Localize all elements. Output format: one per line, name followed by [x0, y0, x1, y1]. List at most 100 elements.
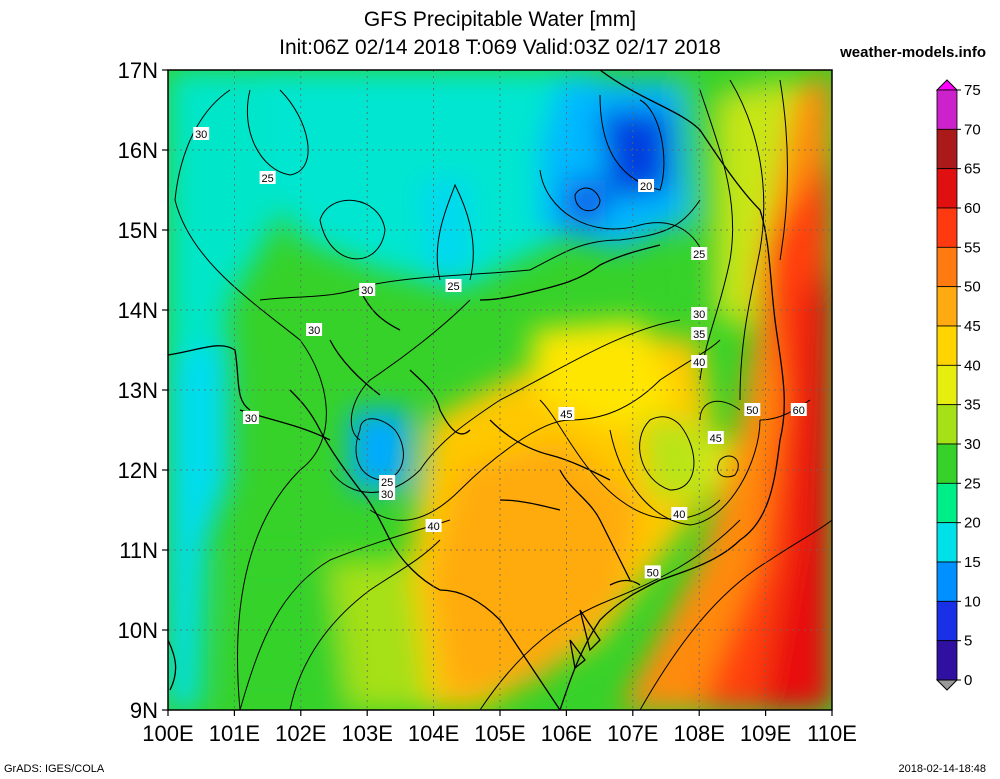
contour-label-bg	[259, 171, 276, 184]
colorbar-segment	[936, 600, 958, 642]
colorbar-segment	[936, 364, 958, 406]
lat-label: 13N	[118, 378, 158, 403]
contour-label-bg	[306, 323, 323, 336]
lon-label: 101E	[209, 721, 260, 746]
colorbar-label: 35	[964, 397, 981, 414]
colorbar-bottom-arrow	[935, 679, 959, 691]
title-line-1: GFS Precipitable Water [mm]	[363, 8, 637, 31]
colorbar-label: 50	[964, 279, 981, 296]
contour-label-bg	[425, 519, 442, 532]
colorbar-segment	[936, 640, 958, 681]
contour-label-bg	[744, 403, 761, 416]
lon-label: 106E	[541, 721, 592, 746]
lat-label: 15N	[118, 218, 158, 243]
contour-label-bg	[379, 475, 396, 488]
contour-label: 30	[693, 309, 705, 321]
contour-label-bg	[445, 279, 462, 292]
colorbar-label: 65	[964, 161, 981, 178]
lon-label: 105E	[474, 721, 525, 746]
colorbar-label: 30	[964, 436, 981, 453]
colorbar-segment	[936, 522, 958, 563]
colorbar-label: 40	[964, 357, 981, 374]
contour-label-bg	[638, 179, 655, 192]
contour-label-bg	[691, 307, 708, 320]
contour-label-bg	[790, 403, 807, 416]
contour-lines	[174, 79, 832, 710]
contour-label-bg	[691, 355, 708, 368]
colorbar-label: 75	[964, 82, 981, 99]
contour-label-bg	[243, 411, 259, 424]
colorbar-segment	[936, 286, 958, 327]
lon-label: 100E	[142, 721, 193, 746]
contour-label: 25	[693, 249, 705, 261]
colorbar-segment	[936, 561, 958, 602]
lat-label: 17N	[118, 58, 158, 83]
contour-label: 35	[693, 329, 705, 341]
lon-axis: 100E 101E 102E 103E 104E 105E 106E 107E 108E 109E…	[142, 710, 857, 746]
contour-label: 25	[261, 173, 273, 185]
colorbar-label: 25	[964, 475, 981, 492]
contour-label: 30	[361, 285, 373, 297]
contour-label: 40	[427, 521, 439, 533]
colorbar-segment	[936, 128, 958, 170]
footer-timestamp: 2018-02-14-18:48	[898, 763, 986, 775]
colorbar-segment	[936, 89, 958, 130]
lat-label: 9N	[130, 698, 158, 723]
lat-label: 14N	[118, 298, 158, 323]
colorbar-label: 60	[964, 200, 981, 217]
colorbar-segment	[936, 443, 958, 484]
contour-label-bg	[707, 431, 724, 444]
lon-label: 109E	[740, 721, 791, 746]
lon-label: 102E	[275, 721, 326, 746]
colorbar-label: 15	[964, 554, 981, 571]
site-label: weather-models.info	[840, 44, 986, 61]
colorbar-segment	[936, 325, 958, 366]
lon-label: 110E	[807, 721, 857, 746]
contour-label: 50	[746, 405, 758, 417]
coastlines	[168, 70, 785, 710]
contour-label: 30	[195, 129, 207, 141]
contour-label: 45	[710, 433, 722, 445]
contour-label: 25	[447, 281, 459, 293]
contour-label: 25	[381, 477, 393, 489]
colorbar-segment	[936, 168, 958, 209]
lat-label: 16N	[118, 138, 158, 163]
title-line-2: Init:06Z 02/14 2018 T:069 Valid:03Z 02/1…	[279, 36, 721, 59]
contour-label: 40	[673, 509, 685, 521]
colorbar-label: 0	[964, 672, 972, 689]
contour-label: 40	[693, 357, 705, 369]
contour-label-bg	[193, 127, 210, 140]
precip-field	[168, 70, 832, 710]
contour-label: 60	[793, 405, 805, 417]
contour-label: 45	[560, 409, 572, 421]
footer-credit: GrADS: IGES/COLA	[4, 763, 105, 775]
contour-label-bg	[671, 507, 688, 520]
colorbar-label: 55	[964, 239, 981, 256]
lat-axis: 17N 16N 15N 14N 13N 12N 11N 10N 9N	[118, 58, 168, 723]
graticule	[168, 70, 832, 710]
contour-label: 50	[647, 567, 659, 579]
contour-label: 30	[245, 413, 257, 425]
colorbar-label: 70	[964, 121, 981, 138]
lon-label: 103E	[342, 721, 393, 746]
contour-label: 20	[640, 181, 652, 193]
colorbar-label: 5	[964, 633, 972, 650]
colorbar-segment	[936, 246, 958, 288]
colorbar-top-arrow	[935, 79, 959, 91]
contour-label-bg	[379, 487, 396, 500]
colorbar-label: 10	[964, 593, 981, 610]
lat-label: 11N	[119, 538, 158, 563]
colorbar-segment	[936, 404, 958, 445]
lat-label: 12N	[118, 458, 158, 483]
contour-label: 30	[381, 489, 393, 501]
colorbar-segment	[936, 482, 958, 524]
colorbar-label: 45	[964, 318, 981, 335]
lon-label: 107E	[607, 721, 658, 746]
contour-label-bg	[359, 283, 376, 296]
contour-label: 30	[308, 325, 320, 337]
contour-label-bg	[691, 327, 708, 340]
contour-label-bg	[691, 247, 708, 260]
lon-label: 104E	[408, 721, 459, 746]
